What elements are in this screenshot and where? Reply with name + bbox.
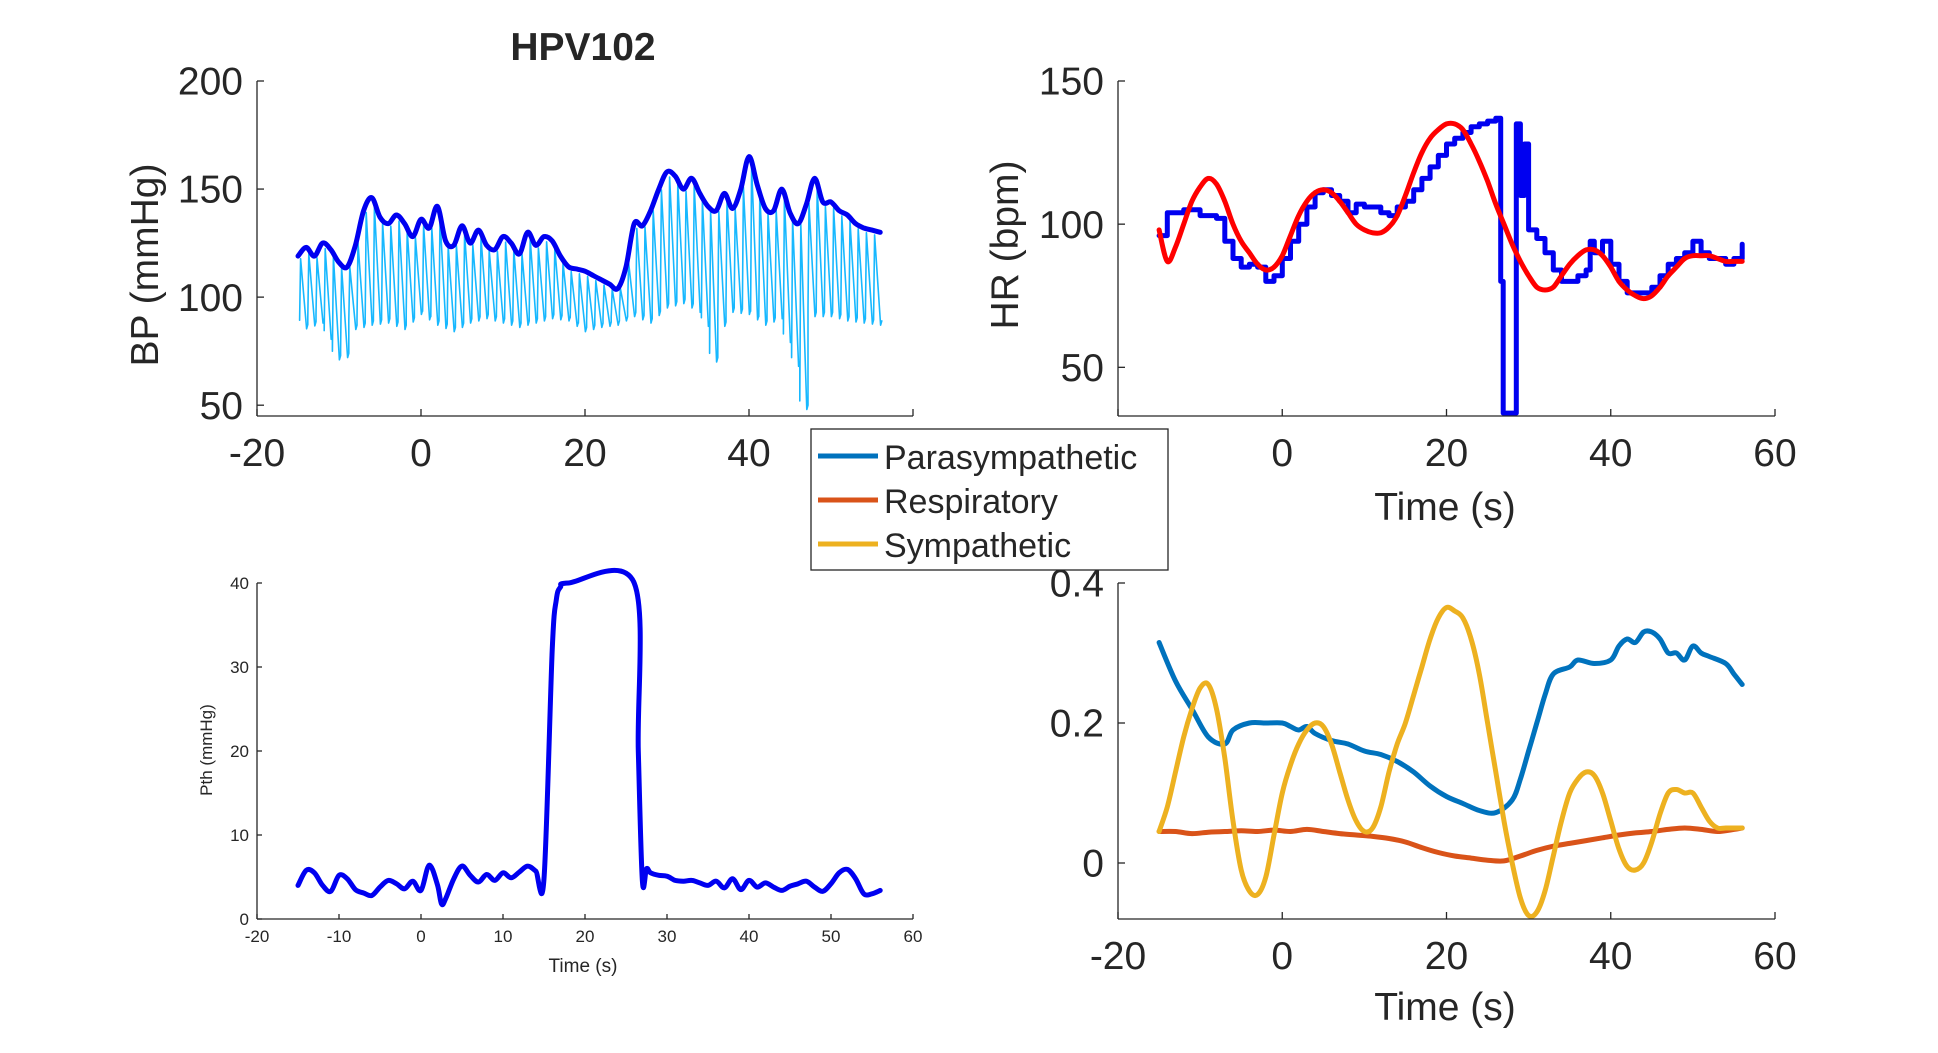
hr-x-tick-label: 60 xyxy=(1753,432,1796,475)
autonomic-x-tick-label: 60 xyxy=(1753,935,1796,978)
autonomic-x-axis-label: Time (s) xyxy=(1374,986,1516,1029)
bp-series-layer xyxy=(295,154,883,411)
autonomic-x-tick-label: 0 xyxy=(1271,935,1293,978)
autonomic-x-tick-label: 40 xyxy=(1589,935,1632,978)
bp-envelope-line xyxy=(295,154,883,292)
pth-y-tick-label: 10 xyxy=(230,826,249,845)
pth-x-tick-label: -10 xyxy=(327,927,352,946)
hr-series-layer xyxy=(1156,115,1745,416)
hr-x-axis-label: Time (s) xyxy=(1374,486,1516,529)
figure-title: HPV102 xyxy=(510,26,655,69)
hr-smoothed-line xyxy=(1156,120,1745,302)
parasympathetic-line xyxy=(1156,628,1745,816)
pth-y-tick-label: 30 xyxy=(230,658,249,677)
pth-y-axis-label: Pth (mmHg) xyxy=(197,704,216,796)
bp-panel: HPV102 BP (mmHg) -20020406050100150200 xyxy=(124,26,935,475)
pth-axes: -20 -10 0 10 20 30 40 50 60 0 10 20 30 40 xyxy=(230,574,922,946)
legend: Parasympathetic Respiratory Sympathetic xyxy=(810,428,1169,571)
pth-panel: Pth (mmHg) Time (s) -20 -10 0 10 20 30 40 50 60 0… xyxy=(197,568,922,977)
legend-entry-respiratory: Respiratory xyxy=(818,483,1058,521)
bp-axes: -20020406050100150200 xyxy=(178,61,935,475)
bp-x-tick-label: -20 xyxy=(229,432,285,475)
hr-axes: -20020406050100150 xyxy=(1039,61,1797,475)
pth-x-tick-label: 50 xyxy=(822,927,841,946)
autonomic-x-tick-label: -20 xyxy=(1090,935,1146,978)
hr-y-tick-label: 50 xyxy=(1061,347,1104,390)
autonomic-series-layer xyxy=(1156,604,1745,919)
hr-x-tick-label: 0 xyxy=(1271,432,1293,475)
legend-entry-parasympathetic: Parasympathetic xyxy=(818,439,1137,477)
pth-x-tick-label: 60 xyxy=(904,927,923,946)
hr-raw-line xyxy=(1156,115,1745,416)
autonomic-y-tick-label: 0 xyxy=(1082,843,1104,886)
hr-y-tick-label: 100 xyxy=(1039,204,1104,247)
hr-x-tick-label: 40 xyxy=(1589,432,1632,475)
bp-x-tick-label: 0 xyxy=(410,432,432,475)
pth-x-tick-label: 30 xyxy=(658,927,677,946)
hr-y-axis-label: HR (bpm) xyxy=(984,160,1027,329)
legend-label-parasympathetic: Parasympathetic xyxy=(884,439,1137,477)
bp-y-tick-label: 150 xyxy=(178,169,243,212)
legend-label-sympathetic: Sympathetic xyxy=(884,527,1071,565)
pth-x-axis-label: Time (s) xyxy=(549,956,618,977)
pth-x-tick-label: -20 xyxy=(245,927,270,946)
autonomic-y-tick-label: 0.2 xyxy=(1050,703,1104,746)
legend-entry-sympathetic: Sympathetic xyxy=(818,527,1071,565)
legend-label-respiratory: Respiratory xyxy=(884,483,1058,521)
pth-x-tick-label: 40 xyxy=(740,927,759,946)
pth-y-tick-label: 0 xyxy=(240,910,249,929)
pth-series-layer xyxy=(295,568,883,908)
bp-x-tick-label: 40 xyxy=(727,432,770,475)
autonomic-x-tick-label: 20 xyxy=(1425,935,1468,978)
bp-y-tick-label: 200 xyxy=(178,61,243,104)
pth-y-tick-label: 40 xyxy=(230,574,249,593)
pth-x-tick-label: 0 xyxy=(416,927,425,946)
bp-raw-waveform-line xyxy=(298,165,883,411)
sympathetic-line xyxy=(1156,604,1745,919)
hr-y-tick-label: 150 xyxy=(1039,61,1104,104)
bp-y-axis-label: BP (mmHg) xyxy=(124,164,167,367)
hr-x-tick-label: 20 xyxy=(1425,432,1468,475)
pth-line xyxy=(295,568,883,908)
bp-y-tick-label: 50 xyxy=(200,385,243,428)
pth-x-tick-label: 20 xyxy=(576,927,595,946)
bp-x-tick-label: 20 xyxy=(563,432,606,475)
respiratory-line xyxy=(1156,825,1745,864)
pth-y-tick-label: 20 xyxy=(230,742,249,761)
pth-x-tick-label: 10 xyxy=(494,927,513,946)
bp-y-tick-label: 100 xyxy=(178,277,243,320)
